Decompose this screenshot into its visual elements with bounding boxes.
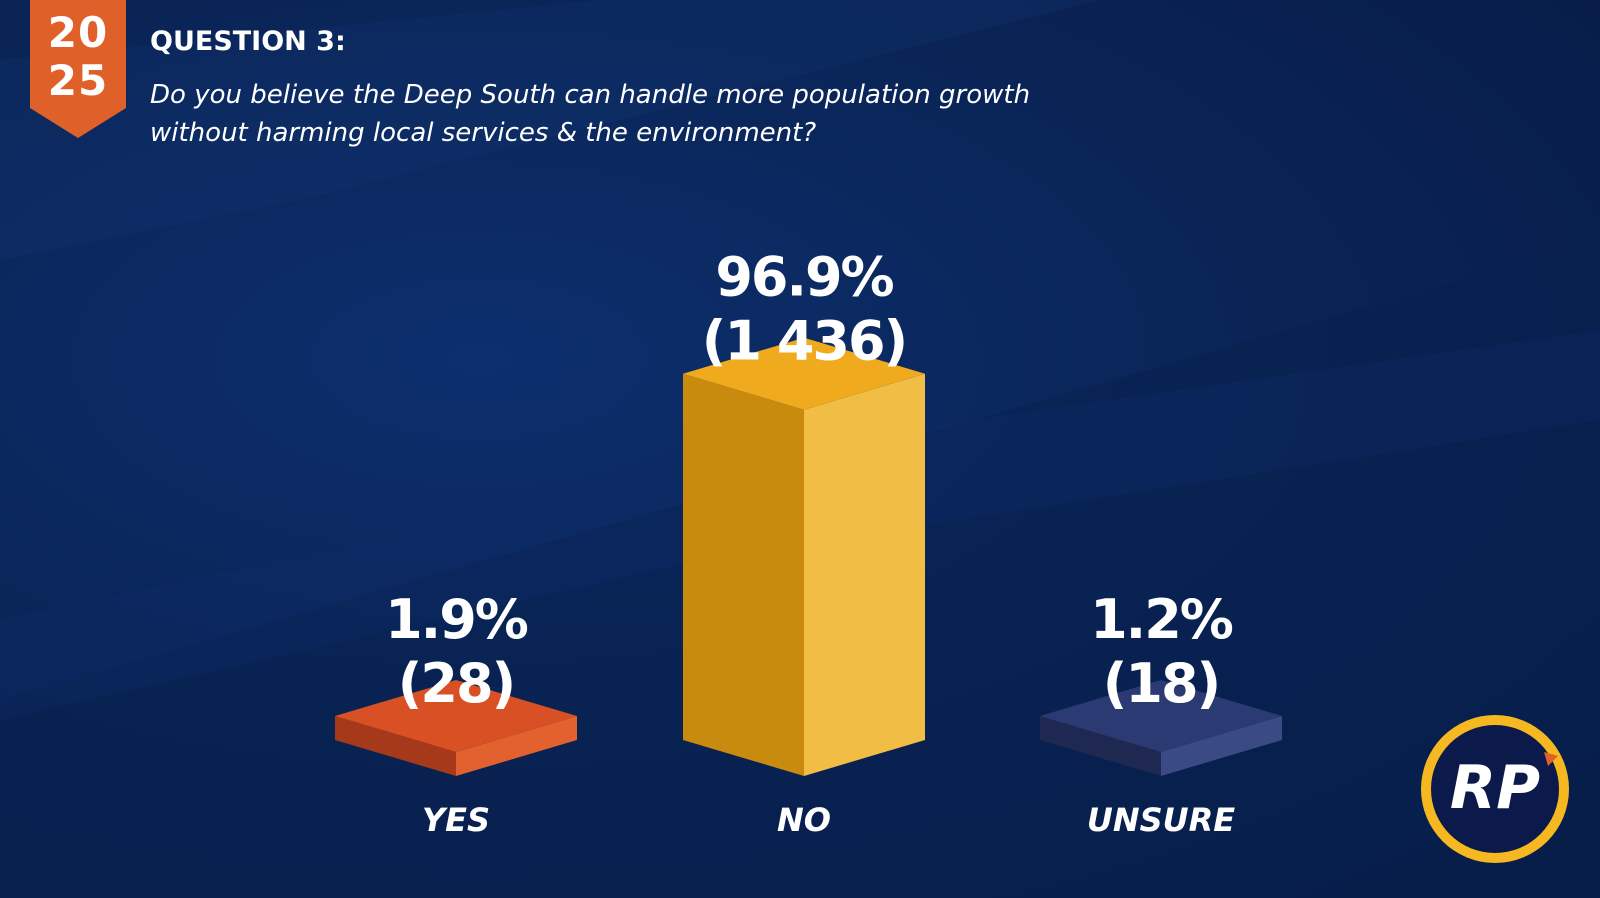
value-label-unsure: 1.2% xyxy=(1090,588,1233,651)
badge-year-top: 20 xyxy=(47,8,109,57)
question-label: QUESTION 3: xyxy=(150,26,346,57)
bar-left-face xyxy=(683,373,804,776)
bar-top-face xyxy=(335,680,577,752)
category-label-no: NO xyxy=(777,801,831,839)
bar-left-face xyxy=(335,716,456,776)
bar-top-face xyxy=(1040,680,1282,752)
category-label-unsure: UNSURE xyxy=(1087,801,1235,839)
bar-unsure xyxy=(1040,680,1282,776)
logo-text: RP xyxy=(1450,753,1540,823)
count-label-unsure: (18) xyxy=(1103,652,1220,715)
value-label-yes: 1.9% xyxy=(385,588,528,651)
bar-right-face xyxy=(1161,716,1282,776)
value-label-no: 96.9% xyxy=(715,246,893,309)
category-label-yes: YES xyxy=(422,801,490,839)
count-label-yes: (28) xyxy=(398,652,515,715)
bar-left-face xyxy=(1040,716,1161,776)
bar-yes xyxy=(335,680,577,776)
count-label-no: (1 436) xyxy=(702,310,906,373)
question-text: Do you believe the Deep South can handle… xyxy=(150,80,1031,148)
bar-right-face xyxy=(804,373,925,776)
bar-no xyxy=(683,337,925,776)
badge-year-bottom: 25 xyxy=(47,56,109,105)
bar-top-face xyxy=(683,337,925,410)
logo-disc xyxy=(1431,725,1559,853)
bar-right-face xyxy=(456,716,577,776)
year-badge: 20 25 xyxy=(30,0,126,138)
logo-arrow-icon xyxy=(1544,752,1558,766)
badge-ribbon xyxy=(30,0,126,138)
rp-logo: RP xyxy=(1416,710,1574,868)
